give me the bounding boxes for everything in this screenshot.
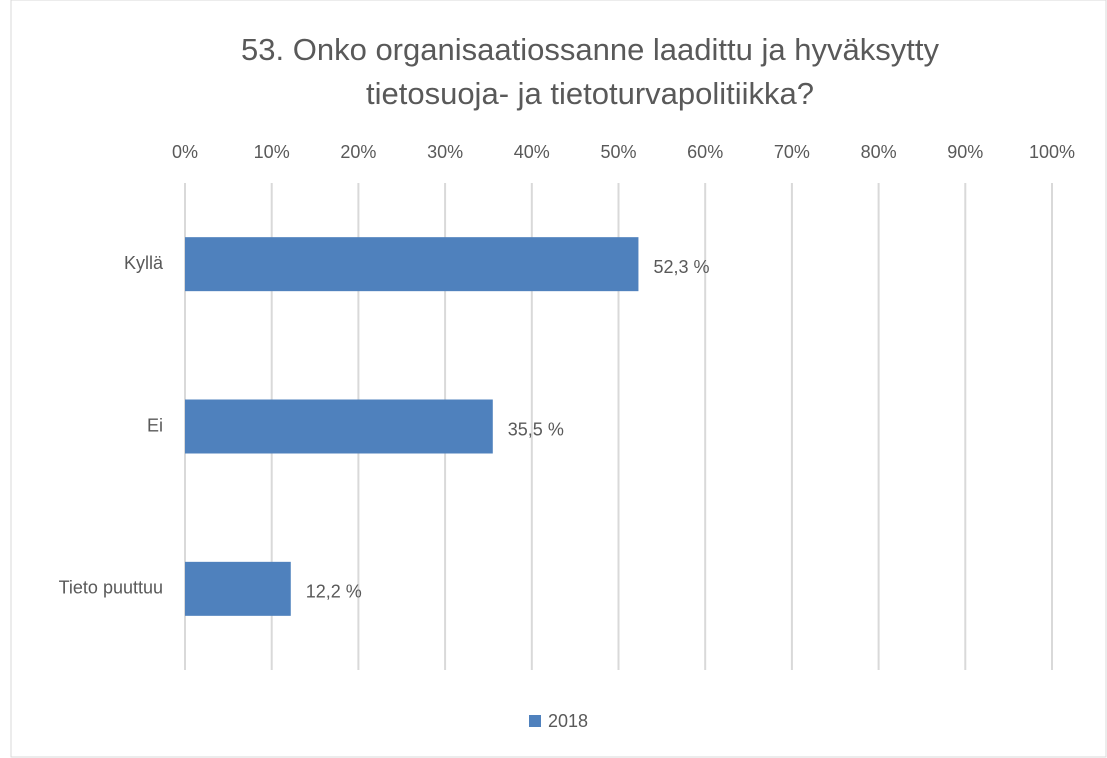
x-tick-label: 40% [514, 142, 550, 162]
x-tick-label: 50% [600, 142, 636, 162]
chart-title: 53. Onko organisaatiossanne laadittu ja … [241, 32, 939, 111]
y-tick-label: Ei [147, 415, 163, 435]
legend-swatch [529, 715, 541, 727]
data-label: 52,3 % [653, 257, 709, 277]
x-tick-label: 90% [947, 142, 983, 162]
x-tick-label: 20% [340, 142, 376, 162]
x-tick-label: 60% [687, 142, 723, 162]
x-tick-label: 100% [1029, 142, 1075, 162]
y-tick-label: Kyllä [124, 253, 164, 273]
x-tick-label: 70% [774, 142, 810, 162]
bar [185, 399, 493, 454]
chart-border [10, 0, 1107, 758]
x-tick-label: 80% [861, 142, 897, 162]
x-tick-label: 0% [172, 142, 198, 162]
bar [185, 561, 291, 616]
x-tick-label: 10% [254, 142, 290, 162]
legend-label: 2018 [548, 711, 588, 731]
data-label: 35,5 % [508, 419, 564, 439]
bar [185, 237, 639, 292]
x-tick-label: 30% [427, 142, 463, 162]
y-tick-label: Tieto puuttuu [59, 578, 163, 598]
data-label: 12,2 % [306, 582, 362, 602]
